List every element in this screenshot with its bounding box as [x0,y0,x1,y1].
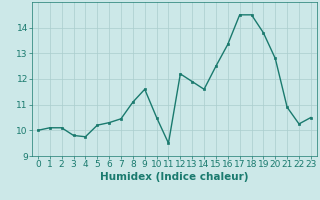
X-axis label: Humidex (Indice chaleur): Humidex (Indice chaleur) [100,172,249,182]
